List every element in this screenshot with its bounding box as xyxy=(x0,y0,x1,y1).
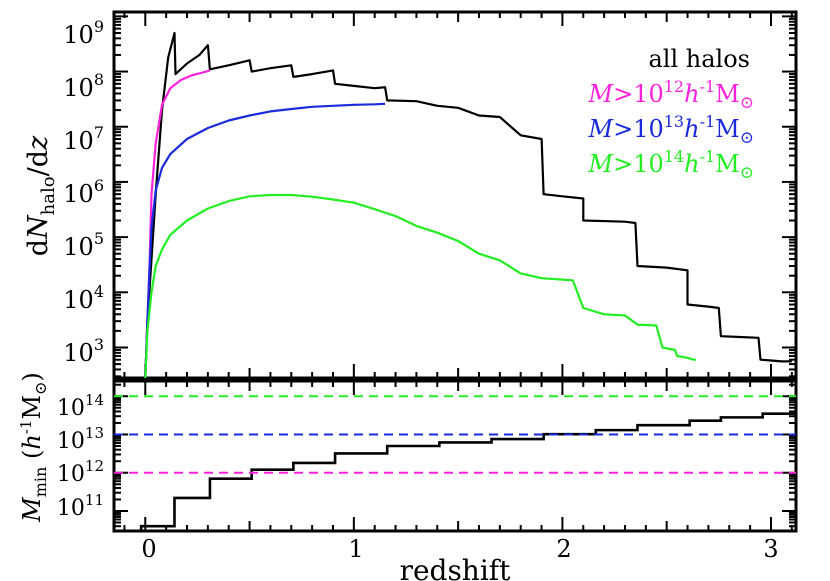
y-tick-label-1e8: 108 xyxy=(63,70,104,102)
top-y-tick-labels: 109 108 107 106 105 104 103 xyxy=(63,17,104,367)
series-line-1 xyxy=(144,69,211,378)
series-line-0 xyxy=(144,31,792,378)
y-tick-label-1e9: 109 xyxy=(63,17,104,49)
legend-m1e12: M>1012h-1M⊙ xyxy=(588,77,754,113)
bottom-panel-frame xyxy=(112,379,798,533)
bottom-series-group xyxy=(114,395,796,531)
x-tick-label-2: 2 xyxy=(556,535,571,563)
y-tick-label-1e13: 1013 xyxy=(57,424,104,454)
y-tick-label-1e14: 1014 xyxy=(57,391,104,421)
y-tick-label-1e7: 107 xyxy=(63,123,104,155)
x-tick-label-1: 1 xyxy=(348,535,363,563)
x-axis-label: redshift xyxy=(400,554,512,581)
top-axis-ticks xyxy=(114,15,796,378)
top-series-group xyxy=(144,31,792,378)
x-tick-label-0: 0 xyxy=(141,535,156,563)
y-tick-label-1e11: 1011 xyxy=(57,491,104,521)
y-tick-label-1e4: 104 xyxy=(63,282,104,314)
y-tick-label-1e3: 103 xyxy=(63,335,104,367)
legend-m1e13: M>1013h-1M⊙ xyxy=(588,112,754,148)
y-tick-label-1e12: 1012 xyxy=(57,457,104,487)
bottom-y-tick-labels: 1014 1013 1012 1011 xyxy=(57,391,104,521)
x-tick-labels: 0 1 2 3 xyxy=(141,535,778,563)
y-tick-label-1e6: 106 xyxy=(63,176,104,208)
x-tick-label-3: 3 xyxy=(763,535,778,563)
legend-m1e14: M>1014h-1M⊙ xyxy=(588,147,754,183)
y-tick-label-1e5: 105 xyxy=(63,229,104,261)
legend: all halos M>1012h-1M⊙ M>1013h-1M⊙ M>1014… xyxy=(588,45,754,183)
top-y-axis-label: dNhalo/dz xyxy=(23,135,59,256)
legend-all-halos: all halos xyxy=(649,45,751,73)
series-line-2 xyxy=(144,102,386,378)
mmin-step-line xyxy=(139,412,796,531)
bottom-y-axis-label: Mmin (h-1M⊙) xyxy=(17,372,50,523)
series-line-3 xyxy=(144,193,696,378)
bottom-axis-ticks xyxy=(114,12,796,532)
